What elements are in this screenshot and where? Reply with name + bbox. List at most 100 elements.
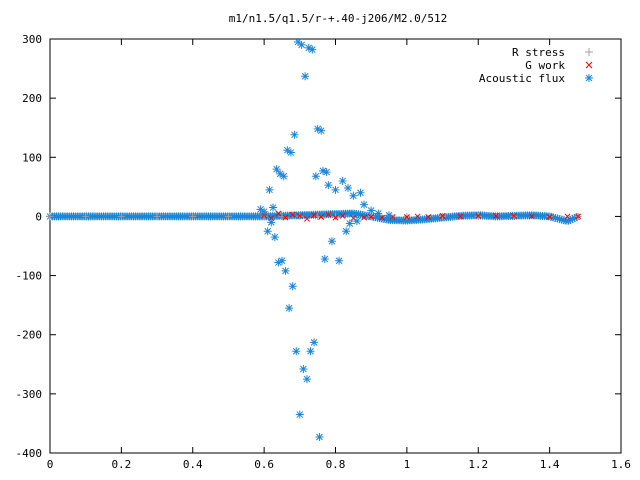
acoustic-flux-point xyxy=(338,176,347,185)
y-tick-label: 200 xyxy=(22,92,42,105)
acoustic-flux-point xyxy=(290,130,299,139)
acoustic-flux-band-point xyxy=(555,215,564,224)
y-tick-label: -100 xyxy=(16,270,43,283)
y-tick-label: -300 xyxy=(16,388,43,401)
acoustic-flux-point xyxy=(301,72,310,81)
acoustic-flux-band xyxy=(46,209,581,225)
acoustic-flux-point xyxy=(270,233,279,242)
r-stress-point xyxy=(332,212,339,220)
g-work-point xyxy=(403,214,410,220)
legend-label: Acoustic flux xyxy=(479,72,565,85)
plot-frame xyxy=(49,38,622,454)
acoustic-flux-point xyxy=(317,126,326,135)
x-tick-label: 0 xyxy=(47,458,54,471)
acoustic-flux-band-point xyxy=(559,216,568,225)
g-work-point xyxy=(493,212,500,219)
acoustic-flux-point xyxy=(286,148,295,157)
r-stress-point xyxy=(224,212,232,220)
acoustic-flux-point xyxy=(277,256,286,265)
acoustic-flux-band-point xyxy=(553,214,562,223)
g-work-point xyxy=(457,213,464,220)
g-work-point xyxy=(303,215,310,222)
x-tick-label: 1.2 xyxy=(468,458,488,471)
acoustic-flux-point xyxy=(256,205,265,214)
acoustic-flux-point xyxy=(319,166,328,175)
acoustic-flux-point xyxy=(292,347,301,356)
acoustic-flux-point xyxy=(374,209,383,218)
legend-label: G work xyxy=(525,59,565,72)
acoustic-flux-point xyxy=(310,338,319,347)
acoustic-flux-band-point xyxy=(549,213,558,222)
acoustic-flux-point xyxy=(302,375,311,384)
acoustic-flux-point xyxy=(311,172,320,181)
acoustic-flux-point xyxy=(335,256,344,265)
acoustic-flux-series xyxy=(256,37,394,442)
x-tick-label: 1 xyxy=(404,458,411,471)
r-stress-point xyxy=(153,212,161,220)
chart-title: m1/n1.5/q1.5/r-+.40-j206/M2.0/512 xyxy=(229,12,448,25)
r-stress-point xyxy=(189,212,197,220)
acoustic-flux-point xyxy=(283,146,292,155)
legend-marker xyxy=(585,48,593,56)
g-work-point xyxy=(425,214,432,220)
acoustic-flux-point xyxy=(356,188,365,197)
x-tick-label: 0.6 xyxy=(254,458,274,471)
g-work-point xyxy=(439,212,446,219)
acoustic-flux-point xyxy=(385,211,394,220)
acoustic-flux-point xyxy=(331,185,340,194)
g-work-point xyxy=(546,214,553,220)
acoustic-flux-point xyxy=(294,37,303,46)
acoustic-flux-point xyxy=(297,40,306,49)
x-tick-label: 0.8 xyxy=(326,458,346,471)
y-tick-label: 0 xyxy=(35,210,42,223)
legend-marker xyxy=(585,74,593,82)
acoustic-flux-point xyxy=(304,43,313,52)
r-stress-point xyxy=(82,212,90,220)
acoustic-flux-point xyxy=(367,206,376,215)
g-work-point xyxy=(289,211,296,218)
x-tick-label: 0.2 xyxy=(111,458,131,471)
g-work-point xyxy=(414,213,421,220)
acoustic-flux-point xyxy=(279,172,288,181)
acoustic-flux-point xyxy=(265,185,274,194)
r-stress-point xyxy=(46,212,54,220)
x-tick-label: 0.4 xyxy=(183,458,203,471)
acoustic-flux-point xyxy=(308,45,317,54)
acoustic-flux-point xyxy=(324,181,333,190)
acoustic-flux-point xyxy=(272,165,281,174)
g-work-point xyxy=(361,214,368,221)
g-work-point xyxy=(275,210,282,217)
acoustic-flux-band-point xyxy=(557,215,566,224)
y-tick-label: -200 xyxy=(16,329,43,342)
acoustic-flux-point xyxy=(352,217,361,226)
acoustic-flux-point xyxy=(281,266,290,275)
y-tick-label: -400 xyxy=(16,447,43,460)
acoustic-flux-band-point xyxy=(568,214,577,223)
acoustic-flux-point xyxy=(306,347,315,356)
y-tick-label: 100 xyxy=(22,151,42,164)
g-work-point xyxy=(311,212,318,219)
acoustic-flux-point xyxy=(322,168,331,177)
acoustic-flux-point xyxy=(260,207,269,216)
g-work-point xyxy=(368,214,375,220)
acoustic-flux-point xyxy=(263,227,272,236)
g-work-series xyxy=(261,210,582,222)
g-work-point xyxy=(325,211,332,218)
r-stress-point xyxy=(117,212,125,220)
acoustic-flux-point xyxy=(320,255,329,264)
axes: 0 0.2 0.4 0.6 0.8 1 1.2 1.4 1.6 -400 -300 -200 -100 0… xyxy=(16,33,631,471)
g-work-point xyxy=(510,212,517,219)
acoustic-flux-band-point xyxy=(564,216,573,225)
g-work-point xyxy=(475,212,482,219)
y-tick-label: 300 xyxy=(22,33,42,46)
g-work-point xyxy=(564,213,571,220)
g-work-point xyxy=(296,212,303,219)
acoustic-flux-point xyxy=(315,433,324,442)
acoustic-flux-point xyxy=(276,169,285,178)
acoustic-flux-point xyxy=(295,410,304,419)
acoustic-flux-point xyxy=(267,218,276,227)
x-tick-label: 1.4 xyxy=(540,458,560,471)
acoustic-flux-point xyxy=(299,365,308,374)
r-stress-series xyxy=(46,212,582,220)
